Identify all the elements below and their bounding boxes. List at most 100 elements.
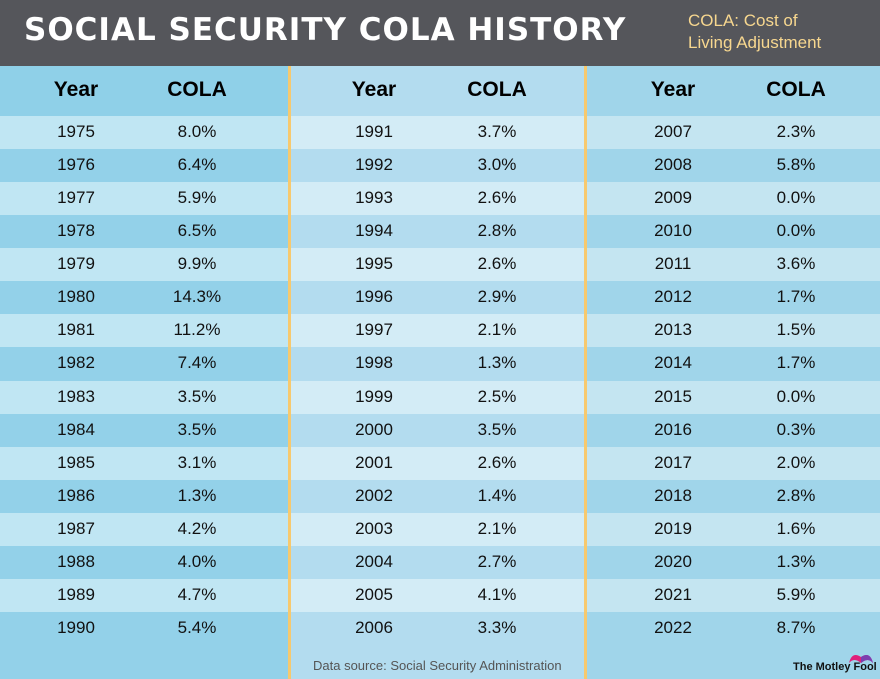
column-header-cola: COLA — [467, 78, 527, 101]
table-row: 1975 8.0% — [0, 116, 288, 149]
year-cell: 1976 — [57, 155, 95, 175]
cola-cell: 5.9% — [776, 584, 816, 604]
cola-cell: 0.0% — [776, 386, 816, 406]
year-cell: 2011 — [654, 254, 692, 274]
year-cell: 1990 — [57, 618, 95, 638]
year-cell: 2010 — [654, 221, 692, 241]
cola-cell: 2.3% — [776, 122, 816, 141]
table-row: 1976 6.4% — [0, 149, 288, 183]
year-cell: 2003 — [355, 518, 393, 538]
subtitle-line-1: COLA: Cost of — [688, 11, 798, 30]
cola-cell: 2.6% — [477, 254, 517, 274]
year-cell: 1985 — [57, 452, 95, 472]
table-row: 1977 5.9% — [0, 182, 288, 216]
year-cell: 1999 — [355, 386, 393, 406]
cola-cell: 2.1% — [477, 518, 517, 538]
table-row: 2015 0.0% — [587, 380, 880, 414]
subtitle: COLA: Cost of Living Adjustment — [688, 10, 868, 54]
year-cell: 1977 — [57, 188, 95, 208]
cola-cell: 3.0% — [477, 155, 517, 175]
table-row: 2004 2.7% — [291, 545, 584, 579]
table-row: 1984 3.5% — [0, 413, 288, 447]
year-cell: 1991 — [355, 122, 393, 141]
jester-hat-icon — [849, 655, 873, 663]
year-cell: 2017 — [654, 452, 692, 472]
year-cell: 1993 — [355, 188, 393, 208]
year-cell: 2005 — [355, 584, 393, 604]
table-row: 1985 3.1% — [0, 446, 288, 480]
logo-text: The Motley Fool — [793, 661, 877, 673]
table-row: 2022 8.7% — [587, 612, 880, 646]
cola-cell: 4.0% — [177, 551, 217, 571]
table-header: Year COLA — [0, 66, 288, 116]
year-cell: 1979 — [57, 254, 95, 274]
table-panel-2: Year COLA 1991 3.7% 1992 3.0% 1993 2.6% 1994 2.8%… — [291, 66, 584, 679]
cola-cell: 0.0% — [776, 188, 816, 208]
cola-cell: 5.8% — [776, 155, 816, 175]
table-row: 2003 2.1% — [291, 512, 584, 546]
table-row: 2011 3.6% — [587, 248, 880, 282]
table-row: 2016 0.3% — [587, 413, 880, 447]
cola-cell: 0.3% — [776, 419, 816, 439]
table-row: 2008 5.8% — [587, 149, 880, 183]
table-row: 2020 1.3% — [587, 545, 880, 579]
cola-cell: 2.0% — [776, 452, 816, 472]
table-row: 1979 9.9% — [0, 248, 288, 282]
cola-cell: 0.0% — [776, 221, 816, 241]
table-row: 2006 3.3% — [291, 612, 584, 646]
table-row: 1986 1.3% — [0, 479, 288, 513]
year-cell: 2020 — [654, 551, 692, 571]
cola-cell: 4.1% — [477, 584, 517, 604]
year-cell: 1994 — [355, 221, 393, 241]
motley-fool-logo: The Motley Fool — [793, 651, 877, 675]
cola-cell: 1.7% — [776, 353, 816, 373]
table-row: 1992 3.0% — [291, 149, 584, 183]
table-row: 1994 2.8% — [291, 215, 584, 249]
cola-cell: 1.3% — [177, 485, 217, 505]
cola-cell: 2.5% — [477, 386, 517, 406]
column-divider — [288, 66, 291, 679]
year-cell: 2015 — [654, 386, 692, 406]
table-row: 2001 2.6% — [291, 446, 584, 480]
cola-cell: 8.0% — [177, 122, 217, 141]
cola-cell: 4.7% — [177, 584, 217, 604]
year-cell: 1986 — [57, 485, 95, 505]
cola-cell: 1.7% — [776, 287, 816, 307]
cola-cell: 2.8% — [776, 485, 816, 505]
column-header-year: Year — [53, 78, 99, 101]
cola-cell: 3.5% — [177, 419, 217, 439]
table-row: 2018 2.8% — [587, 479, 880, 513]
table-header: Year COLA — [291, 66, 584, 116]
year-cell: 1983 — [57, 386, 95, 406]
table-row: 1980 14.3% — [0, 281, 288, 315]
table-row: 2005 4.1% — [291, 578, 584, 612]
table-row: 2012 1.7% — [587, 281, 880, 315]
column-header-cola: COLA — [766, 78, 826, 101]
table-row: 1981 11.2% — [0, 314, 288, 348]
year-cell: 1998 — [355, 353, 393, 373]
year-cell: 2002 — [355, 485, 393, 505]
column-header-year: Year — [650, 78, 696, 101]
cola-cell: 3.6% — [776, 254, 816, 274]
cola-cell: 7.4% — [177, 353, 217, 373]
year-cell: 2019 — [654, 518, 692, 538]
table-row: 1995 2.6% — [291, 248, 584, 282]
cola-cell: 3.5% — [477, 419, 517, 439]
year-cell: 2018 — [654, 485, 692, 505]
year-cell: 1989 — [57, 584, 95, 604]
table-row: 2009 0.0% — [587, 182, 880, 216]
table-row: 2013 1.5% — [587, 314, 880, 348]
table-row: 1989 4.7% — [0, 578, 288, 612]
year-cell: 1987 — [57, 518, 95, 538]
column-header-cola: COLA — [167, 78, 227, 101]
year-cell: 2013 — [654, 320, 692, 340]
year-cell: 2000 — [355, 419, 393, 439]
cola-cell: 5.9% — [177, 188, 217, 208]
year-cell: 2004 — [355, 551, 393, 571]
table-row: 1987 4.2% — [0, 512, 288, 546]
cola-cell: 1.6% — [776, 518, 816, 538]
cola-cell: 9.9% — [177, 254, 217, 274]
table-row: 1991 3.7% — [291, 116, 584, 149]
year-cell: 1982 — [57, 353, 95, 373]
year-cell: 2001 — [355, 452, 393, 472]
